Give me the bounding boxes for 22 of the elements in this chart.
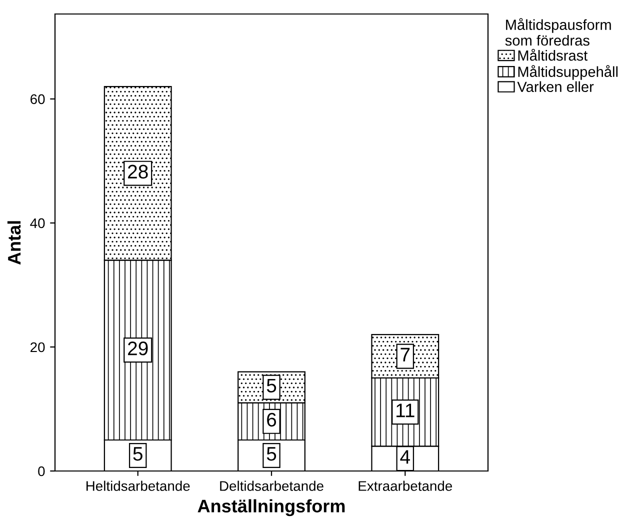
y-tick-label: 0 (38, 466, 45, 476)
legend-title: Måltidspausform som föredras (505, 18, 611, 46)
data-label: 11 (396, 404, 414, 418)
x-tick-label: Extraarbetande (358, 480, 452, 491)
x-tick-label: Deltidsarbetande (220, 480, 324, 491)
y-tick-label: 60 (30, 94, 45, 104)
data-label: 5 (266, 378, 276, 393)
y-tick-label: 40 (30, 218, 45, 228)
data-label: 7 (400, 348, 410, 362)
legend-label: Varken eller (517, 81, 594, 92)
data-label: 5 (266, 447, 276, 461)
data-label: 28 (128, 164, 148, 179)
x-tick-label: Heltidsarbetande (86, 480, 190, 491)
data-label: 29 (128, 342, 148, 356)
data-label: 5 (133, 447, 142, 461)
y-tick-label: 20 (30, 342, 45, 352)
data-label: 6 (267, 412, 276, 427)
data-label: 4 (400, 450, 410, 464)
legend-label: Måltidsuppehåll (518, 65, 618, 80)
legend-label: Måltidsrast (518, 48, 588, 61)
x-axis-title: Anställningsform (198, 499, 345, 516)
y-axis-title: Antal (7, 221, 21, 265)
